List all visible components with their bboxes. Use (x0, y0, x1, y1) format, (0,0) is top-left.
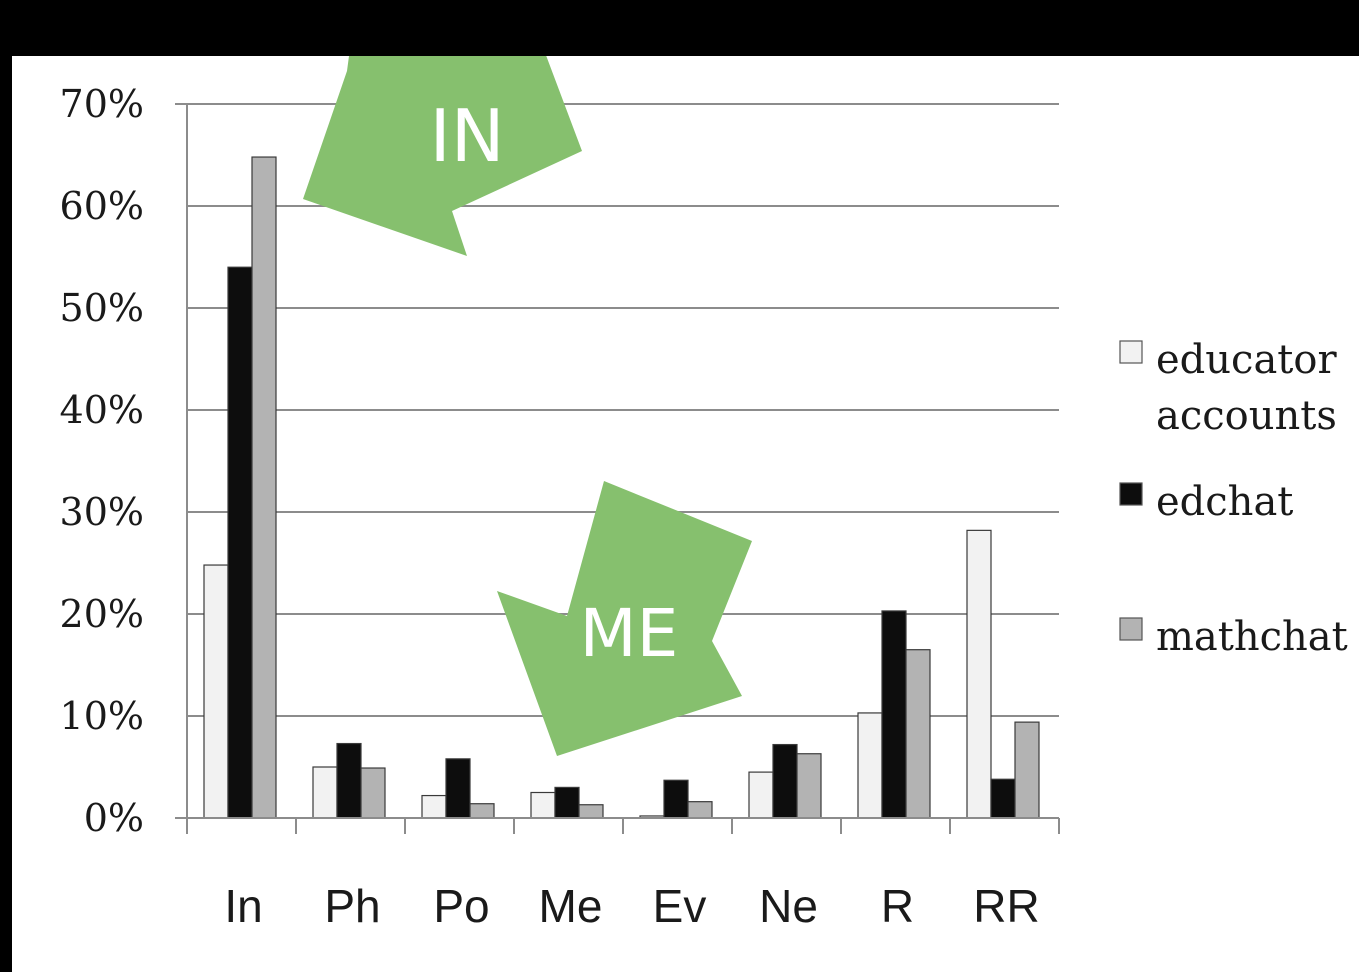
bar-chart: 0%10%20%30%40%50%60%70% In Ph Po Me Ev Ne R RR … (60, 56, 1348, 932)
y-tick-label: 20% (60, 592, 144, 636)
legend-label: educator (1156, 337, 1337, 383)
bar-educator-accounts-Ph (312, 766, 338, 819)
arrow-label: ME (580, 595, 679, 672)
bar-mathchat-Me (578, 804, 604, 819)
bar-educator-accounts-Ne (748, 771, 774, 819)
legend-swatch-educator-accounts (1119, 340, 1143, 364)
bar-educator-accounts-Po (421, 794, 447, 819)
x-tick-label-Ph: Ph (324, 880, 380, 932)
y-tick-label: 0% (84, 796, 144, 840)
x-tick-label-In: In (224, 880, 262, 932)
bars (203, 156, 1040, 819)
arrow-annotation-in: IN (303, 56, 582, 256)
legend-label: mathchat (1156, 614, 1348, 660)
bar-educator-accounts-In (203, 564, 229, 819)
arrow-label: IN (429, 94, 504, 178)
bar-educator-accounts-Me (530, 791, 556, 819)
arrow-shape (497, 481, 752, 756)
bar-edchat-Ev (663, 779, 689, 819)
y-tick-label: 50% (60, 286, 144, 330)
bar-mathchat-Ph (360, 767, 386, 819)
annotations: IN ME (303, 56, 752, 756)
y-tick-labels: 0% 10% 20% 30% 40% 50% 60% 70% (60, 82, 144, 840)
bar-mathchat-R (905, 649, 931, 819)
x-tick-label-R: R (881, 880, 914, 932)
bar-edchat-RR (990, 778, 1016, 819)
bar-mathchat-RR (1014, 721, 1040, 819)
legend-label: accounts (1156, 393, 1337, 439)
x-tick-labels: In Ph Po Me Ev Ne R RR (224, 880, 1039, 932)
bar-mathchat-Ne (796, 753, 822, 819)
legend-swatch-edchat (1119, 482, 1143, 506)
bar-edchat-In (227, 266, 253, 819)
y-tick-label: 10% (60, 694, 144, 738)
x-tick-label-Ev: Ev (653, 880, 707, 932)
arrow-annotation-me: ME (497, 481, 752, 756)
x-tick-label-Me: Me (539, 880, 603, 932)
y-tick-label: 40% (60, 388, 144, 432)
bar-mathchat-Po (469, 803, 495, 819)
bar-mathchat-In (251, 156, 277, 819)
axes (175, 103, 1060, 834)
y-tick-label: 60% (60, 184, 144, 228)
bar-edchat-Ne (772, 743, 798, 819)
x-tick-label-Po: Po (433, 880, 489, 932)
bar-mathchat-Ev (687, 801, 713, 819)
bar-edchat-Me (554, 786, 580, 819)
bar-educator-accounts-R (857, 712, 883, 819)
legend-label: edchat (1156, 479, 1293, 525)
y-tick-label: 70% (60, 82, 144, 126)
bar-edchat-Po (445, 758, 471, 819)
x-tick-label-RR: RR (973, 880, 1039, 932)
legend: educator accounts edchat mathchat (1119, 337, 1348, 660)
bar-edchat-Ph (336, 742, 362, 819)
arrow-shape (303, 56, 582, 256)
x-tick-label-Ne: Ne (759, 880, 818, 932)
chart-panel: 0% 10% 20% 30% 40% 50% 60% 70% In Ph Po Me Ev Ne R RR … (12, 56, 1359, 972)
bar-educator-accounts-RR (966, 529, 992, 819)
legend-swatch-mathchat (1119, 617, 1143, 641)
y-tick-label: 30% (60, 490, 144, 534)
bar-edchat-R (881, 610, 907, 819)
